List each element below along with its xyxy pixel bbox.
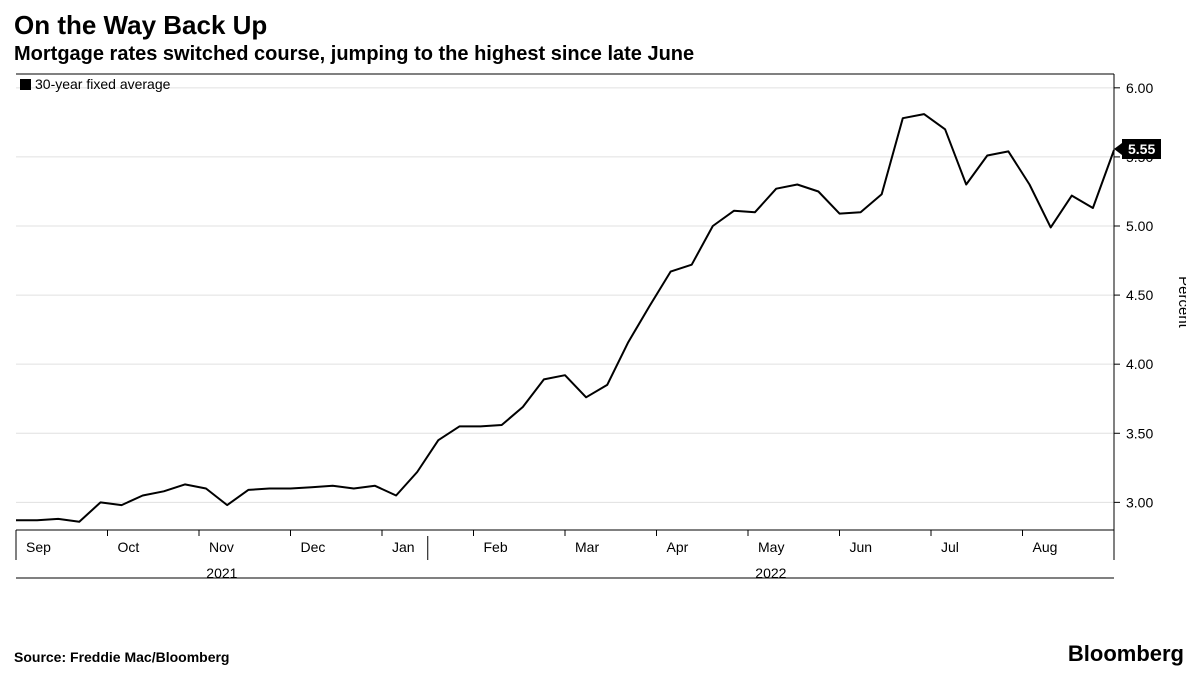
chart-subtitle: Mortgage rates switched course, jumping … bbox=[14, 43, 1186, 66]
source-text: Source: Freddie Mac/Bloomberg bbox=[14, 649, 229, 665]
svg-text:Oct: Oct bbox=[118, 539, 140, 555]
chart-legend: 30-year fixed average bbox=[20, 76, 170, 92]
svg-text:2022: 2022 bbox=[755, 565, 786, 581]
svg-text:4.50: 4.50 bbox=[1126, 287, 1153, 303]
brand-logo: Bloomberg bbox=[1068, 641, 1184, 667]
svg-text:6.00: 6.00 bbox=[1126, 80, 1153, 96]
svg-text:Apr: Apr bbox=[667, 539, 689, 555]
svg-text:Feb: Feb bbox=[484, 539, 508, 555]
svg-text:Jul: Jul bbox=[941, 539, 959, 555]
svg-text:Jan: Jan bbox=[392, 539, 415, 555]
svg-text:2021: 2021 bbox=[206, 565, 237, 581]
svg-text:Percent: Percent bbox=[1175, 276, 1186, 329]
svg-text:5.00: 5.00 bbox=[1126, 218, 1153, 234]
svg-text:3.50: 3.50 bbox=[1126, 425, 1153, 441]
chart-title: On the Way Back Up bbox=[14, 10, 1186, 41]
svg-text:Dec: Dec bbox=[301, 539, 326, 555]
line-chart: 3.003.504.004.505.005.506.00SepOctNovDec… bbox=[14, 72, 1186, 602]
svg-text:4.00: 4.00 bbox=[1126, 356, 1153, 372]
last-value-callout: 5.55 bbox=[1122, 139, 1161, 159]
chart-area: 30-year fixed average 3.00 3.50 4.00 4.50 5.… bbox=[14, 72, 1186, 602]
legend-swatch bbox=[20, 79, 31, 90]
svg-text:Aug: Aug bbox=[1033, 539, 1058, 555]
svg-text:Mar: Mar bbox=[575, 539, 599, 555]
svg-text:3.00: 3.00 bbox=[1126, 494, 1153, 510]
legend-label: 30-year fixed average bbox=[35, 76, 170, 92]
svg-text:Jun: Jun bbox=[850, 539, 873, 555]
svg-text:May: May bbox=[758, 539, 784, 555]
svg-text:Nov: Nov bbox=[209, 539, 234, 555]
svg-text:Sep: Sep bbox=[26, 539, 51, 555]
